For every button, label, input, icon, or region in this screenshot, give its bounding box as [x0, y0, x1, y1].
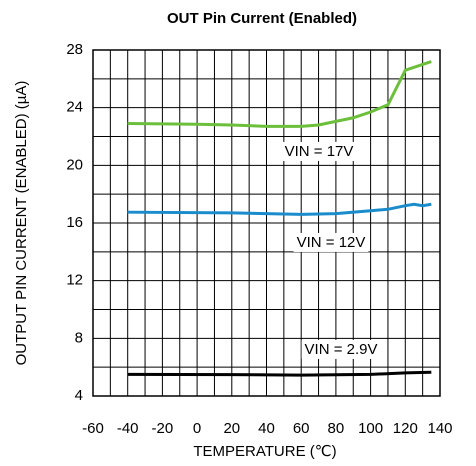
y-tick-label: 4: [75, 387, 83, 404]
y-tick-label: 16: [66, 214, 83, 231]
y-tick-label: 28: [66, 41, 83, 58]
x-tick-label: 120: [393, 420, 418, 437]
series-label-bg: [301, 339, 381, 359]
series-label: VIN = 2.9V: [305, 341, 378, 358]
x-tick-label: 40: [258, 420, 275, 437]
series-label-bg: [293, 232, 369, 252]
line-series: [127, 202, 432, 216]
line-series: [127, 370, 432, 377]
series-label: VIN = 17V: [285, 143, 354, 160]
x-tick-label: 0: [193, 420, 201, 437]
x-tick-label: 80: [328, 420, 345, 437]
x-tick-label: 60: [293, 420, 310, 437]
x-tick-label: 20: [223, 420, 240, 437]
chart-title: OUT Pin Current (Enabled): [167, 10, 357, 27]
x-tick-label: 100: [358, 420, 383, 437]
x-tick-label: -40: [117, 420, 139, 437]
y-tick-label: 20: [66, 156, 83, 173]
series-label-bg: [281, 141, 357, 161]
x-tick-label: -20: [152, 420, 174, 437]
line-series: [127, 60, 432, 128]
x-tick-label: 140: [427, 420, 452, 437]
x-axis-label: TEMPERATURE (℃): [193, 443, 336, 460]
y-axis-label: OUTPUT PIN CURRENT (ENABLED) (µA): [13, 81, 30, 366]
x-tick-label: -60: [82, 420, 104, 437]
y-tick-label: 24: [66, 99, 83, 116]
y-tick-label: 12: [66, 272, 83, 289]
y-tick-label: 8: [75, 329, 83, 346]
series-label: VIN = 12V: [297, 234, 366, 251]
plot-frame: [92, 49, 441, 397]
